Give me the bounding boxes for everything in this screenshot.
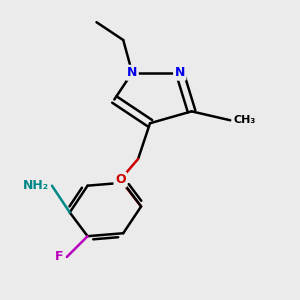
Text: CH₃: CH₃ bbox=[233, 115, 256, 125]
Text: N: N bbox=[175, 66, 185, 79]
Text: NH₂: NH₂ bbox=[23, 179, 49, 192]
Text: O: O bbox=[115, 173, 126, 186]
Text: N: N bbox=[127, 66, 137, 79]
Text: F: F bbox=[55, 250, 64, 263]
